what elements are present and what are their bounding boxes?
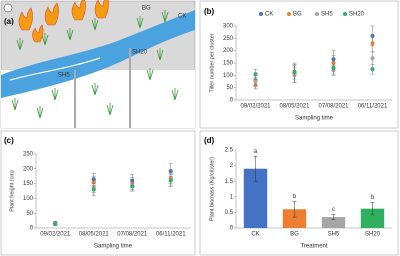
x-tick-label: CK: [251, 232, 259, 238]
point: [130, 184, 135, 189]
panel-label: (a): [4, 17, 14, 26]
x-tick-label: 06/11/2021: [358, 104, 388, 110]
y-tick-label: 250: [223, 36, 234, 42]
legend-swatch: [259, 12, 263, 16]
zone-label: SH20: [132, 50, 148, 56]
point: [370, 67, 375, 72]
x-tick-label: SH20: [365, 232, 381, 238]
point: [91, 187, 96, 192]
zone-label: SH5: [58, 73, 70, 79]
point: [370, 56, 375, 61]
x-tick-label: 09/02/2021: [240, 104, 271, 110]
point: [168, 178, 173, 183]
annotation: c: [332, 207, 335, 213]
y-tick-label: 150: [223, 61, 234, 67]
y-tick-label: 1.5: [225, 179, 234, 185]
y-tick-label: 100: [23, 196, 34, 202]
x-tick-label: 07/08/2021: [117, 232, 148, 238]
y-tick-label: 0.5: [225, 210, 234, 216]
legend-label: BG: [293, 12, 302, 18]
point: [331, 65, 336, 70]
bar: [360, 208, 385, 228]
y-tick-label: 150: [23, 181, 34, 187]
x-axis-label: Sampling time: [295, 116, 334, 122]
x-axis-label: Treatment: [300, 244, 327, 250]
annotation: b: [371, 195, 375, 201]
y-tick-label: 200: [23, 166, 34, 172]
legend-label: SH5: [321, 12, 333, 18]
point: [53, 222, 58, 227]
y-tick-label: 0: [230, 98, 234, 104]
x-axis-label: Sampling time: [94, 244, 133, 250]
legend-swatch: [287, 12, 291, 16]
river-wave: [9, 57, 101, 81]
y-tick-label: 50: [26, 211, 33, 217]
x-tick-label: SH5: [328, 232, 340, 238]
legend-swatch: [315, 12, 319, 16]
y-tick-label: 0: [230, 226, 234, 232]
error-bar: [253, 155, 258, 182]
panel-frame: [199, 130, 399, 256]
point: [253, 72, 258, 77]
point: [292, 69, 297, 74]
grass: [11, 10, 179, 119]
annotation: b: [293, 194, 297, 200]
y-tick-label: 1: [230, 194, 234, 200]
error-bar: [331, 214, 336, 220]
bar: [243, 168, 268, 228]
y-tick-label: 50: [226, 85, 233, 91]
legend-label: SH20: [349, 12, 365, 18]
y-tick-label: 300: [223, 24, 234, 30]
x-tick-label: 08/05/2021: [279, 104, 310, 110]
y-axis-label: Plant height (cm): [9, 170, 15, 212]
y-tick-label: 100: [223, 73, 234, 79]
point: [370, 41, 375, 46]
x-tick-label: 08/05/2021: [79, 232, 110, 238]
point: [168, 169, 173, 174]
bar: [282, 209, 307, 228]
panel-frame: [0, 130, 196, 256]
x-tick-label: BG: [290, 232, 299, 238]
sun-icon: [3, 3, 13, 13]
panel-label: (b): [204, 7, 215, 16]
panel-a: (a) BG CK SH20 SH5: [0, 0, 196, 129]
error-bar: [370, 202, 375, 216]
y-tick-label: 0: [30, 226, 34, 232]
y-axis-label: Plant biomass (Kg/cluster): [209, 157, 215, 221]
river: [1, 10, 195, 98]
error-bar: [292, 201, 297, 218]
y-tick-label: 2: [230, 163, 234, 169]
panel-frame: [199, 0, 399, 129]
annotation: a: [254, 149, 258, 155]
y-tick-label: 200: [223, 48, 234, 54]
fire: [18, 0, 109, 43]
x-tick-label: 09/02/2021: [40, 232, 71, 238]
legend-swatch: [343, 12, 347, 16]
legend-label: CK: [265, 12, 273, 18]
zone-label: CK: [178, 14, 186, 20]
x-tick-label: 06/11/2021: [156, 232, 186, 238]
point: [253, 79, 258, 84]
zone-label: BG: [142, 6, 151, 12]
y-tick-label: 2.5: [225, 148, 234, 154]
panel-label: (d): [204, 136, 215, 145]
y-tick-label: 250: [23, 152, 34, 158]
y-axis-label: Tiller number per cluster: [209, 33, 215, 92]
bar: [321, 217, 346, 228]
panel-label: (c): [4, 136, 14, 145]
x-tick-label: 07/08/2021: [318, 104, 349, 110]
